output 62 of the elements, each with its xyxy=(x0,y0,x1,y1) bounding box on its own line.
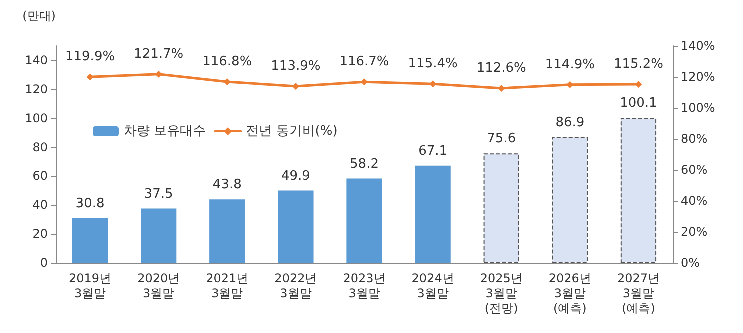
data-label: 37.5 xyxy=(144,186,174,202)
data-label: 30.8 xyxy=(76,196,105,212)
data-label: 115.2% xyxy=(614,56,664,72)
y-tick-label: 140 xyxy=(25,53,48,68)
data-label: 67.1 xyxy=(418,144,448,159)
data-label: 49.9 xyxy=(281,168,310,184)
point xyxy=(361,78,368,86)
data-label: 116.8% xyxy=(202,54,252,70)
y2-tick-label: 60% xyxy=(681,163,708,177)
data-label: 119.9% xyxy=(65,50,116,65)
data-label: 113.9% xyxy=(271,58,321,74)
y-tick-label: 40 xyxy=(32,198,48,212)
legend-label: 차량 보유대수 xyxy=(124,124,206,139)
point xyxy=(224,78,231,86)
y-tick-label: 20 xyxy=(32,227,48,242)
point xyxy=(155,70,162,78)
y2-tick-label: 0% xyxy=(681,256,700,270)
data-label: 116.7% xyxy=(340,54,390,70)
x-tick-label: 2026년 3월말 (예측) xyxy=(548,272,592,316)
x-tick-label: 2025년 3월말 (전망) xyxy=(480,272,523,316)
x-tick-label: 2022년 3월말 xyxy=(274,272,318,300)
x-tick-label: 2019년 3월말 xyxy=(69,272,112,300)
y2-tick-label: 140% xyxy=(681,39,716,53)
x-tick-label: 2023년 3월말 xyxy=(343,272,386,300)
point xyxy=(635,80,642,88)
bar xyxy=(72,218,108,263)
data-label: 115.4% xyxy=(408,56,458,72)
bar xyxy=(141,208,177,263)
y-tick-label: 0 xyxy=(40,256,48,270)
data-label: 43.8 xyxy=(212,178,242,193)
point xyxy=(566,81,574,88)
x-tick-label: 2021년 3월말 xyxy=(206,272,249,300)
data-label: 75.6 xyxy=(487,132,516,147)
data-label: 86.9 xyxy=(556,115,585,130)
bar xyxy=(484,154,520,263)
bar xyxy=(210,200,246,263)
bar xyxy=(346,178,382,263)
x-tick-label: 2024년 3월말 xyxy=(412,272,454,300)
data-label: 114.9% xyxy=(545,57,595,72)
y-axis-title: (만대) xyxy=(22,9,56,23)
data-label: 58.2 xyxy=(350,156,379,172)
data-label: 112.6% xyxy=(476,60,526,76)
y2-tick-label: 40% xyxy=(681,194,708,208)
x-tick-label: 2020년 3월말 xyxy=(138,272,180,300)
y-tick-label: 120 xyxy=(25,82,48,96)
y2-tick-label: 120% xyxy=(681,70,716,84)
x-tick-label: 2027년 3월말 (예측) xyxy=(617,272,660,316)
bar xyxy=(620,118,657,263)
y-tick-label: 60 xyxy=(32,169,48,184)
point xyxy=(430,80,437,88)
y2-tick-label: 100% xyxy=(681,101,716,115)
bar xyxy=(415,166,451,263)
legend-label: 전년 동기비(%) xyxy=(246,124,338,139)
bar xyxy=(278,190,314,263)
data-label: 121.7% xyxy=(134,46,184,62)
point xyxy=(86,74,94,81)
y2-tick-label: 20% xyxy=(681,225,708,239)
bar xyxy=(552,137,588,263)
y-tick-label: 80 xyxy=(32,140,48,154)
data-label: 100.1 xyxy=(620,96,658,112)
y-tick-label: 100 xyxy=(25,111,48,126)
y2-tick-label: 80% xyxy=(681,132,708,146)
